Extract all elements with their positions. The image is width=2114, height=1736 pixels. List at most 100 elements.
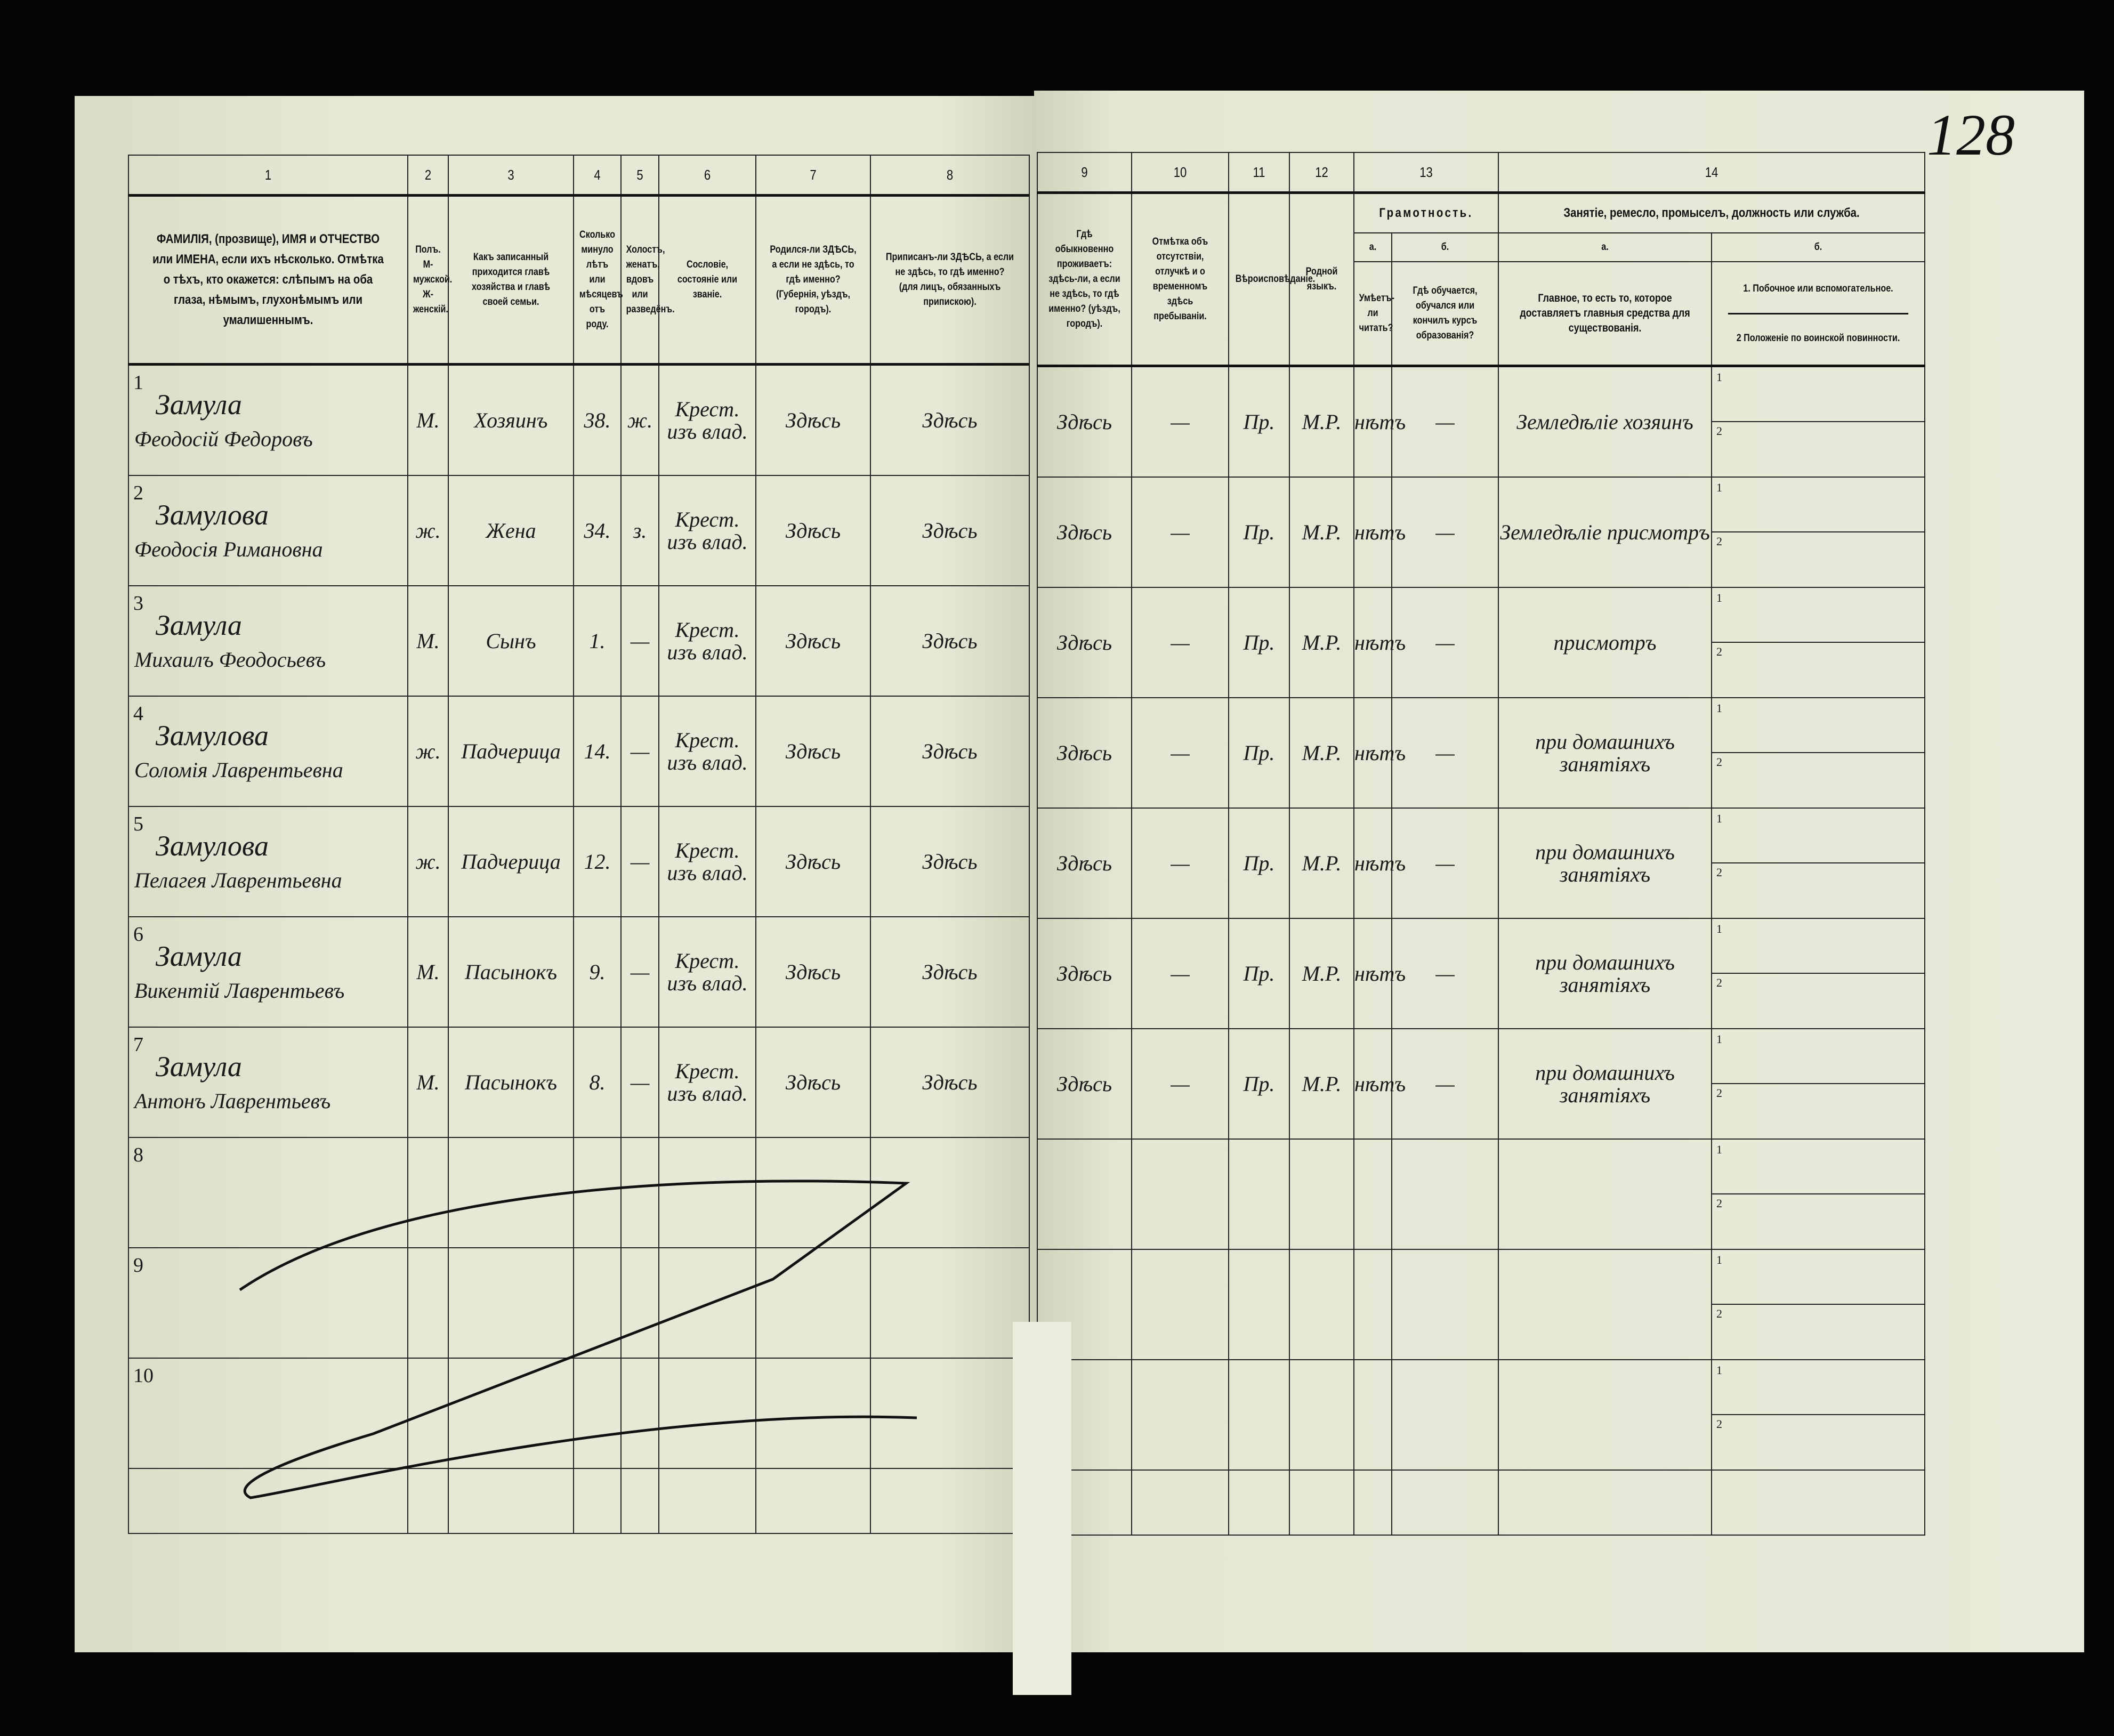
header-estate: Сословіе, состояніе или званіе. (665, 195, 749, 366)
education-cell: — (1391, 808, 1499, 919)
given-name: Антонъ Лаврентьевъ (134, 1088, 331, 1113)
residence-cell: Здѣсь (1037, 477, 1132, 588)
absence-cell: — (1131, 918, 1229, 1029)
header-registered: Приписанъ-ли ЗДѢСЬ, а если не здѣсь, то … (882, 195, 1018, 366)
estate-cell: Крест. изъ влад. (658, 806, 756, 917)
surname: Замула (156, 1050, 242, 1083)
absence-cell (1131, 1359, 1229, 1471)
occupation-cell (1498, 1249, 1713, 1360)
age-cell: 9. (573, 916, 622, 1028)
religion-cell (1228, 1249, 1290, 1360)
age-cell: 1. (573, 585, 622, 697)
table-bottom (1037, 1469, 1926, 1536)
name-cell: 8 (128, 1137, 408, 1248)
row-number: 6 (133, 923, 143, 946)
registered-cell: Здѣсь (870, 916, 1030, 1028)
sub-row-label: 1 (1712, 368, 1925, 422)
registered-cell: Здѣсь (870, 585, 1030, 697)
relation-cell: Жена (448, 475, 574, 586)
name-cell: 9 (128, 1247, 408, 1359)
absence-cell: — (1131, 587, 1229, 698)
reads-cell: нѣтъ (1353, 808, 1406, 919)
paper-slip (1013, 1322, 1071, 1695)
sub-row-label: 1 (1712, 1251, 1925, 1305)
sex-cell: М. (407, 585, 449, 697)
sex-cell: М. (407, 916, 449, 1028)
column-number: 1 (149, 155, 388, 197)
registered-cell: Здѣсь (870, 806, 1030, 917)
row-number: 9 (133, 1254, 143, 1277)
sub-row-label: 2 (1716, 1417, 1723, 1431)
birthplace-cell: Здѣсь (755, 1027, 871, 1138)
sub-row-label: 2 (1716, 1086, 1723, 1100)
header-military-status: 2 Положеніе по воинской повинности. (1736, 332, 1900, 344)
subheader-texts: Умѣетъ-ли читать? Гдѣ обучается, обучалс… (1037, 261, 1925, 367)
sex-cell: ж. (407, 696, 449, 807)
letter-14b: б. (1727, 232, 1909, 262)
occupation-cell: присмотръ (1498, 587, 1713, 698)
age-cell (573, 1137, 622, 1248)
estate-cell: Крест. изъ влад. (658, 916, 756, 1028)
sex-cell (407, 1358, 449, 1469)
registered-cell (870, 1358, 1030, 1469)
language-cell: М.Р. (1289, 587, 1354, 698)
left-page: 1 2 3 4 5 6 7 8 ФАМИЛІЯ, (прозвище), ИМЯ… (75, 96, 1034, 1652)
header-marital: Холостъ, женатъ, вдовъ или разведёнъ. (623, 195, 675, 366)
name-cell: 7 Замула Антонъ Лаврентьевъ (128, 1027, 408, 1138)
registered-cell: Здѣсь (870, 475, 1030, 586)
age-cell (573, 1358, 622, 1469)
name-cell: 10 (128, 1358, 408, 1469)
given-name: Пелагея Лаврентьевна (134, 868, 342, 892)
occupation-cell (1498, 1359, 1713, 1471)
occupation-cell: при домашнихъ занятіяхъ (1498, 1028, 1713, 1140)
reads-cell (1353, 1139, 1392, 1250)
sub-row-label: 1 (1712, 479, 1925, 532)
header-main-occupation: Главное, то есть то, которое доставляетъ… (1514, 261, 1696, 367)
table-row: 7 Замула Антонъ Лаврентьевъ М. Пасынокъ 8. — Кр… (128, 1027, 1030, 1138)
census-table-right: 9 10 11 12 13 14 Гдѣ обыкновенно прожива… (1037, 152, 1926, 1536)
marital-cell (620, 1358, 659, 1469)
occupation-cell: при домашнихъ занятіяхъ (1498, 697, 1713, 809)
table-row: Здѣсь — Пр. М.Р. нѣтъ — при домашнихъ занятіях… (1037, 808, 1926, 919)
sub-row-label: 2 (1716, 755, 1723, 769)
education-cell: — (1391, 477, 1499, 588)
language-cell: М.Р. (1289, 697, 1354, 809)
table-row: 4 Замулова Соломія Лаврентьевна ж. Падчерица… (128, 696, 1030, 807)
marital-cell: ж. (620, 364, 659, 476)
reads-cell (1353, 1359, 1392, 1471)
language-cell: М.Р. (1289, 918, 1354, 1029)
column-number: 3 (457, 155, 565, 197)
residence-cell: Здѣсь (1037, 697, 1132, 809)
table-row: 2 Замулова Феодосія Римановна ж. Жена 34. з. Кр… (128, 475, 1030, 586)
sex-cell: М. (407, 364, 449, 476)
sub-row-label: 1 (1712, 1030, 1925, 1084)
language-cell (1289, 1139, 1354, 1250)
right-page: 128 9 10 11 12 13 14 Гдѣ обыкновенно про… (1034, 91, 2084, 1652)
sub-row-label: 1 (1712, 810, 1925, 863)
name-cell: 6 Замула Викентій Лаврентьевъ (128, 916, 408, 1028)
relation-cell: Падчерица (448, 696, 574, 807)
religion-cell (1228, 1359, 1290, 1471)
column-number-row: 1 2 3 4 5 6 7 8 (128, 155, 1029, 197)
reads-cell: нѣтъ (1353, 918, 1406, 1029)
estate-cell (658, 1247, 756, 1359)
registered-cell (870, 1137, 1030, 1248)
column-number: 2 (410, 155, 446, 197)
marital-cell: з. (620, 475, 659, 586)
residence-cell: Здѣсь (1037, 808, 1132, 919)
reads-cell: нѣтъ (1353, 1028, 1406, 1140)
marital-cell: — (620, 1027, 659, 1138)
absence-cell: — (1131, 1028, 1229, 1140)
sub-row-label: 2 (1716, 865, 1723, 879)
header-reads: Умѣетъ-ли читать? (1356, 261, 1394, 367)
education-cell: — (1391, 587, 1499, 698)
column-number: 7 (764, 155, 862, 197)
table-row: 6 Замула Викентій Лаврентьевъ М. Пасынокъ 9. —… (128, 916, 1030, 1028)
age-cell: 34. (573, 475, 622, 586)
name-cell: 2 Замулова Феодосія Римановна (128, 475, 408, 586)
